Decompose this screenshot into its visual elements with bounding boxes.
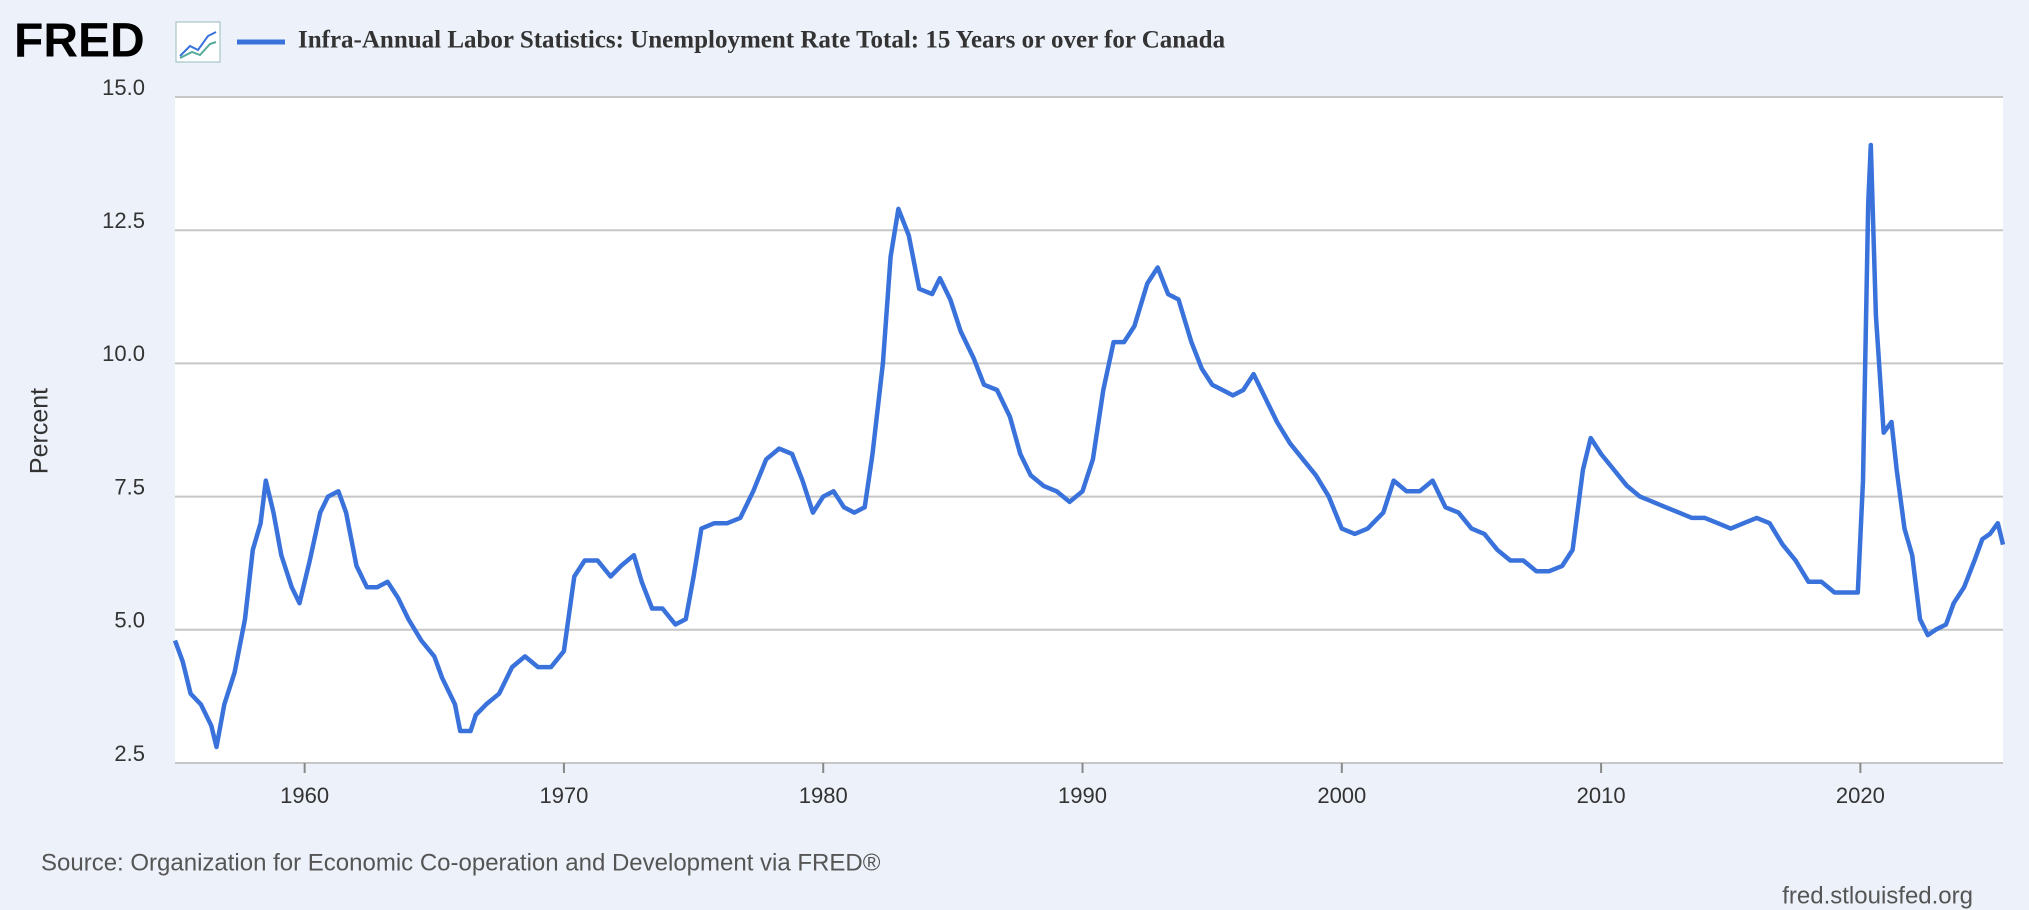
x-tick-label: 2020 (1836, 783, 1885, 808)
series-line (172, 142, 2006, 750)
x-tick-label: 1980 (799, 783, 848, 808)
y-tick-label: 12.5 (102, 208, 145, 233)
chart-icon (175, 21, 221, 63)
url: fred.stlouisfed.org (1782, 882, 1973, 909)
y-tick-label: 10.0 (102, 341, 145, 366)
plot-area (175, 97, 2003, 763)
y-tick-label: 15.0 (102, 75, 145, 100)
x-tick-label: 2010 (1577, 783, 1626, 808)
x-tick-label: 1970 (539, 783, 588, 808)
x-tick-label: 2000 (1317, 783, 1366, 808)
fred-logo: FRED (14, 15, 145, 68)
legend-label: Infra-Annual Labor Statistics: Unemploym… (298, 27, 1226, 54)
y-axis-label: Percent (26, 388, 54, 474)
y-tick-label: 2.5 (114, 741, 145, 766)
y-tick-label: 5.0 (114, 608, 145, 633)
x-tick-label: 1990 (1058, 783, 1107, 808)
source: Source: Organization for Economic Co-ope… (41, 849, 881, 876)
x-tick-label: 1960 (280, 783, 329, 808)
y-tick-label: 7.5 (114, 474, 145, 499)
